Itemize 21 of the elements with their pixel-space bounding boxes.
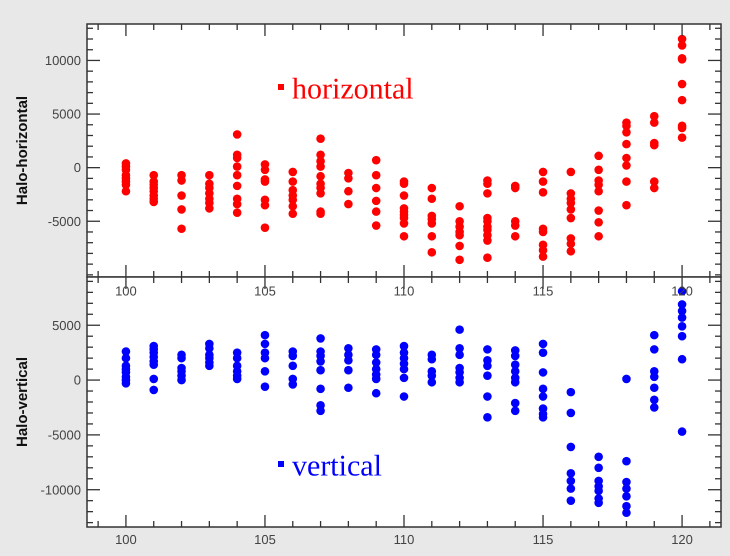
x-tick-label: 115 (532, 284, 554, 299)
x-tick-label: 100 (115, 284, 137, 299)
x2-tick-label: 115 (532, 532, 554, 547)
x2-tick-label: 120 (671, 532, 693, 547)
x-tick-label: 105 (254, 284, 276, 299)
y-tick-label: -10000 (40, 482, 81, 498)
y-axis-title: Halo-vertical (14, 356, 31, 448)
legend-label: horizontal (292, 72, 414, 106)
x-tick-label: 110 (394, 284, 414, 299)
y-tick-label: -5000 (48, 214, 81, 229)
y-tick-label: 0 (74, 372, 81, 388)
x2-tick-label: 100 (115, 532, 137, 547)
legend-label: vertical (292, 450, 382, 482)
x2-tick-label: 105 (254, 532, 276, 547)
y-tick-label: 0 (74, 160, 81, 176)
y-axis-title: Halo-horizontal (14, 96, 31, 206)
y-tick-label: 5000 (52, 106, 81, 122)
y-tick-label: 5000 (52, 318, 81, 333)
y-tick-label: 10000 (44, 53, 81, 68)
y-tick-label: -5000 (48, 427, 81, 442)
x2-tick-label: 110 (394, 532, 414, 547)
